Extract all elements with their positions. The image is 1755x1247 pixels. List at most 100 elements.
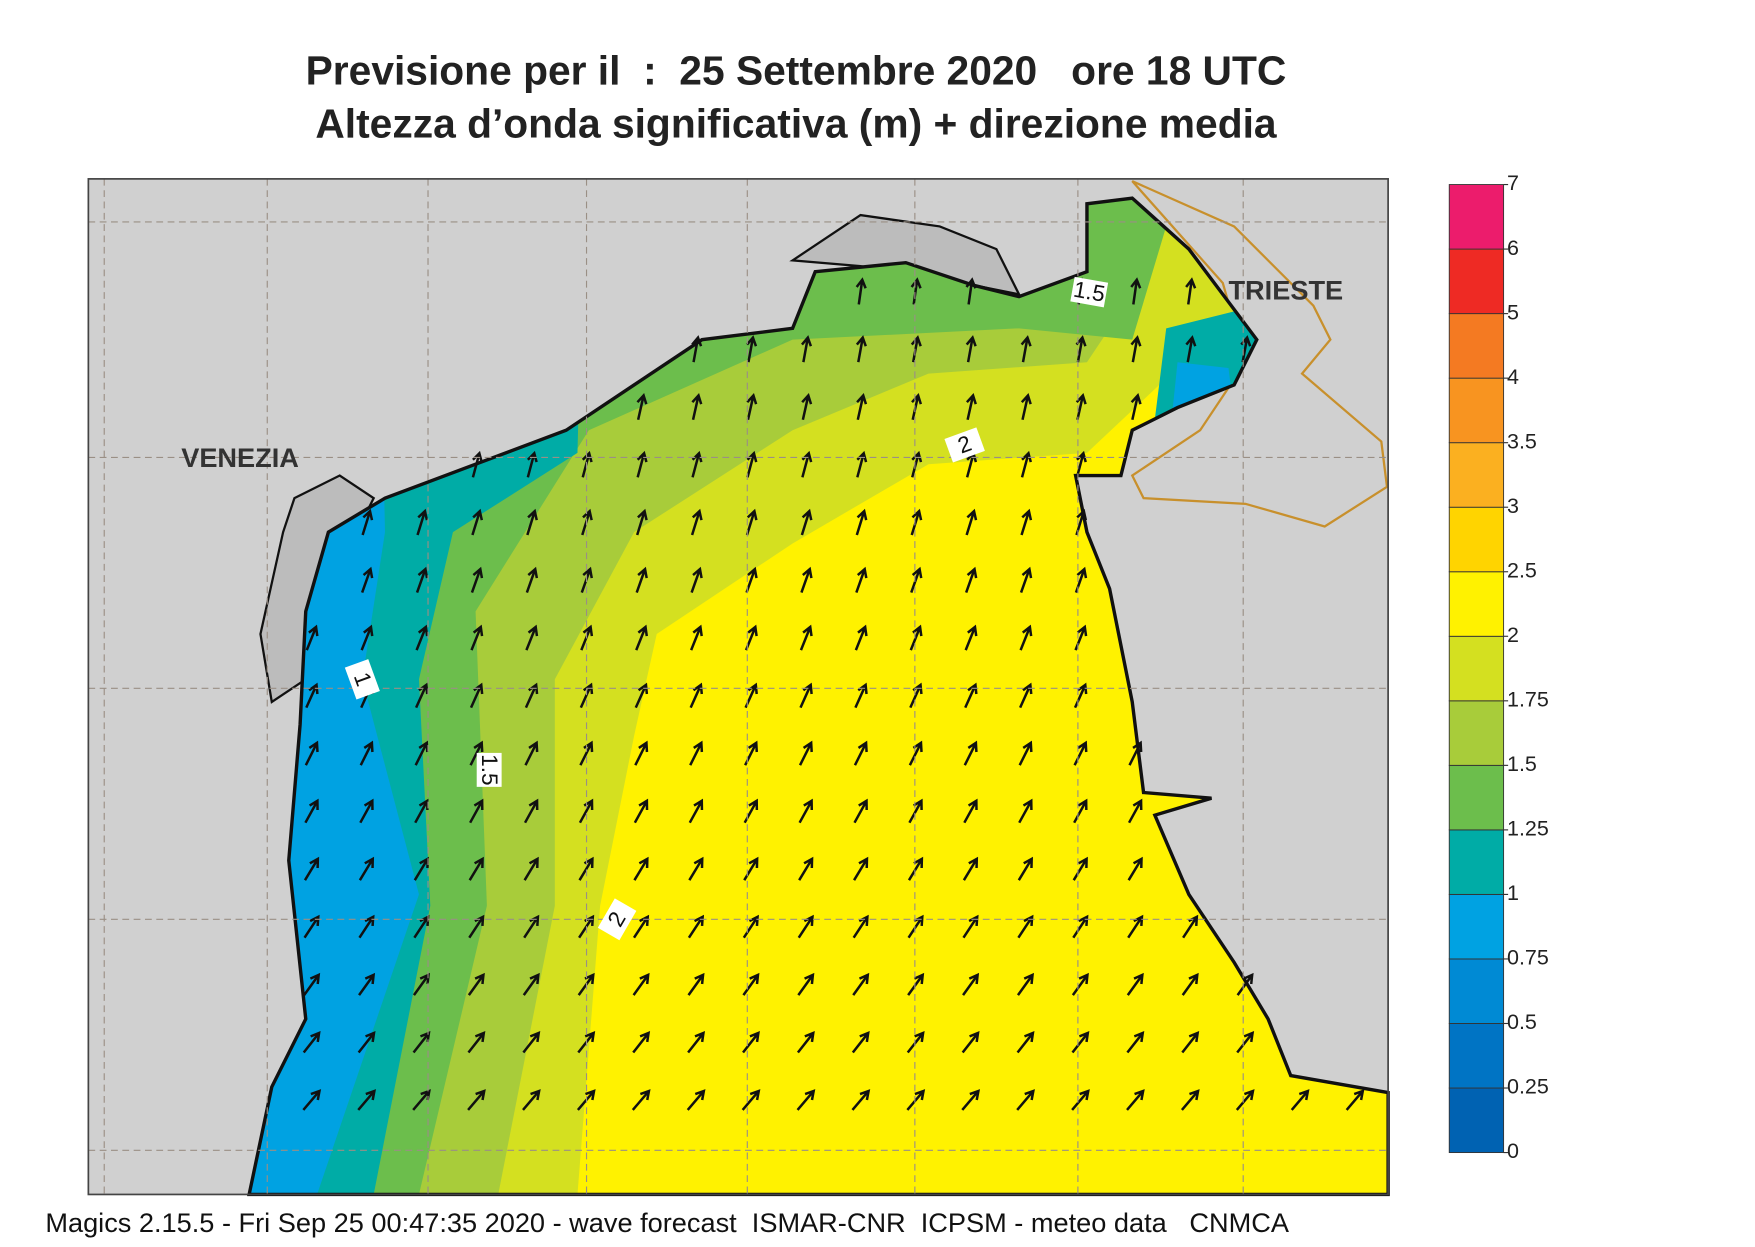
arrow [1016, 1089, 1035, 1111]
arrow [1075, 335, 1087, 363]
arrow [414, 798, 429, 824]
colorbar: 0 0.25 0.5 0.75 1 1.25 1.5 1.75 2 2.5 3 3.5 4 5 6 7 [1448, 171, 1549, 1163]
arrow [690, 566, 703, 593]
arrow [800, 566, 813, 593]
arrow [1018, 798, 1033, 824]
arrow [1290, 1089, 1310, 1111]
colorbar-label: 1.75 [1507, 688, 1549, 712]
arrow [1185, 335, 1197, 363]
arrow [746, 335, 758, 363]
arrow [470, 624, 484, 651]
arrow [743, 856, 759, 881]
arrow [1126, 1089, 1145, 1111]
arrow [358, 972, 376, 996]
arrow [469, 798, 484, 824]
colorbar-band [1448, 248, 1505, 315]
arrow [525, 624, 539, 651]
colorbar-band [1448, 958, 1505, 1024]
colorbar-label: 3 [1507, 494, 1519, 518]
arrow [800, 508, 813, 536]
arrow [360, 566, 374, 593]
arrow [636, 392, 648, 421]
label-bg [597, 898, 637, 941]
arrow [467, 1089, 486, 1111]
arrow [1073, 682, 1088, 709]
colorbar-label: 1.25 [1507, 817, 1549, 841]
arrow [796, 1089, 816, 1111]
arrow [635, 624, 648, 651]
arrow [962, 972, 980, 996]
arrow [1071, 1030, 1090, 1054]
arrow [1071, 972, 1089, 996]
arrow [908, 798, 923, 824]
arrow [796, 1030, 815, 1054]
arrow [303, 914, 320, 939]
colorbar-label: 2 [1507, 623, 1519, 647]
footer: Magics 2.15.5 - Fri Sep 25 00:47:35 2020… [45, 1207, 1290, 1238]
colorbar-band [1448, 506, 1505, 573]
arrow [1072, 914, 1089, 939]
arrow [632, 972, 650, 996]
arrow [358, 914, 375, 939]
arrow [360, 624, 374, 651]
colorbar-band [1448, 377, 1505, 444]
colorbar-label: 6 [1507, 236, 1519, 260]
arrow [468, 856, 484, 881]
label-bg [344, 659, 380, 700]
graticule [88, 178, 1389, 1195]
arrow [1016, 1030, 1035, 1054]
arrow [908, 740, 923, 766]
arrow [471, 508, 484, 536]
arrow [689, 682, 704, 709]
arrow [855, 566, 868, 593]
colorbar-label: 0.5 [1507, 1010, 1537, 1034]
arrow [1128, 740, 1143, 766]
arrow [523, 798, 539, 824]
colorbar-label: 7 [1507, 171, 1519, 195]
arrow [1016, 972, 1034, 996]
arrow [467, 972, 485, 996]
arrow [525, 566, 539, 593]
arrow [853, 798, 868, 824]
label-bg [944, 427, 985, 463]
colorbar-band [1448, 442, 1505, 508]
arrow [1075, 392, 1087, 421]
arrow [851, 1030, 870, 1054]
arrow [961, 1030, 980, 1054]
colorbar-label: 1 [1507, 881, 1519, 905]
colorbar-label: 3.5 [1507, 429, 1537, 453]
colorbar-band [1448, 764, 1505, 831]
colorbar-label: 1.5 [1507, 752, 1537, 776]
arrow [415, 566, 429, 593]
arrow [855, 277, 867, 305]
arrow [743, 798, 759, 824]
arrow [964, 624, 978, 651]
arrow [688, 798, 704, 824]
arrow [853, 740, 868, 766]
arrow [1073, 798, 1088, 824]
colorbar-label: 0.25 [1507, 1075, 1549, 1099]
arrow [634, 740, 649, 766]
arrow [798, 740, 813, 766]
arrow [632, 914, 650, 939]
arrow [853, 856, 869, 881]
contour-label: 2 [944, 427, 985, 463]
arrow [1127, 798, 1143, 824]
arrow [359, 798, 374, 824]
place-label: TRIESTE [1228, 274, 1343, 305]
arrow [1180, 1089, 1200, 1111]
arrow [1073, 740, 1088, 766]
arrow [1236, 1030, 1255, 1054]
arrow [962, 856, 979, 881]
arrow [416, 508, 429, 536]
colorbar-label: 2.5 [1507, 558, 1537, 582]
arrow [467, 1030, 486, 1054]
arrow [1020, 392, 1032, 421]
arrow [961, 1089, 981, 1111]
colorbar-band [1448, 893, 1505, 960]
arrow [691, 392, 703, 421]
arrow [304, 740, 319, 766]
arrow [741, 1089, 761, 1111]
title: Previsione per il : 25 Settembre 2020 or… [306, 47, 1287, 93]
